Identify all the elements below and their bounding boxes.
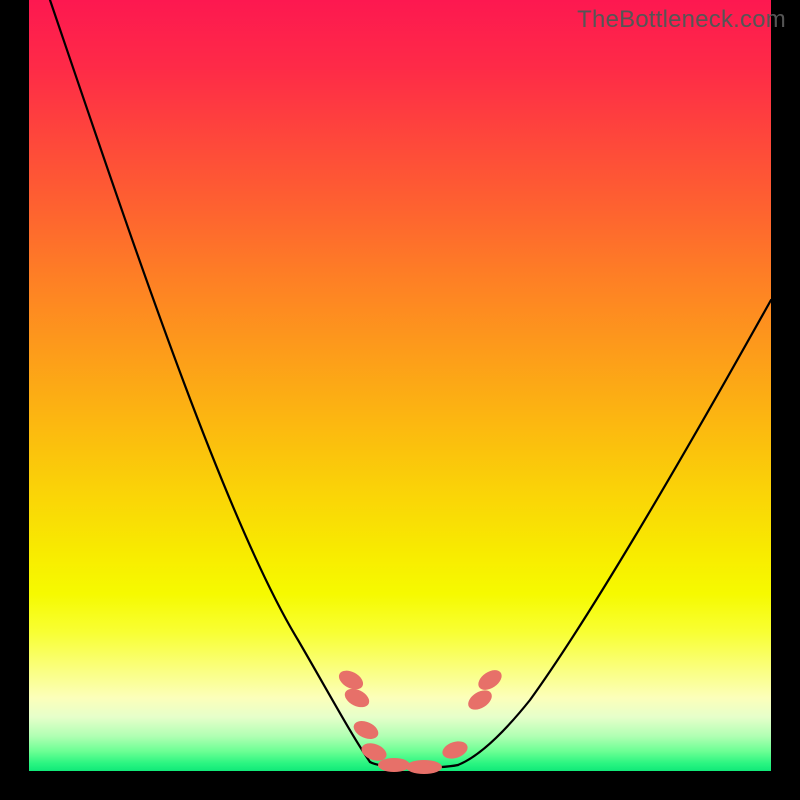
bead-bottom-1 (406, 760, 442, 774)
chart-svg (0, 0, 800, 800)
watermark-text: TheBottleneck.com (577, 6, 786, 34)
chart-container: TheBottleneck.com (0, 0, 800, 800)
plot-area (29, 0, 771, 771)
bead-bottom-0 (378, 758, 410, 772)
